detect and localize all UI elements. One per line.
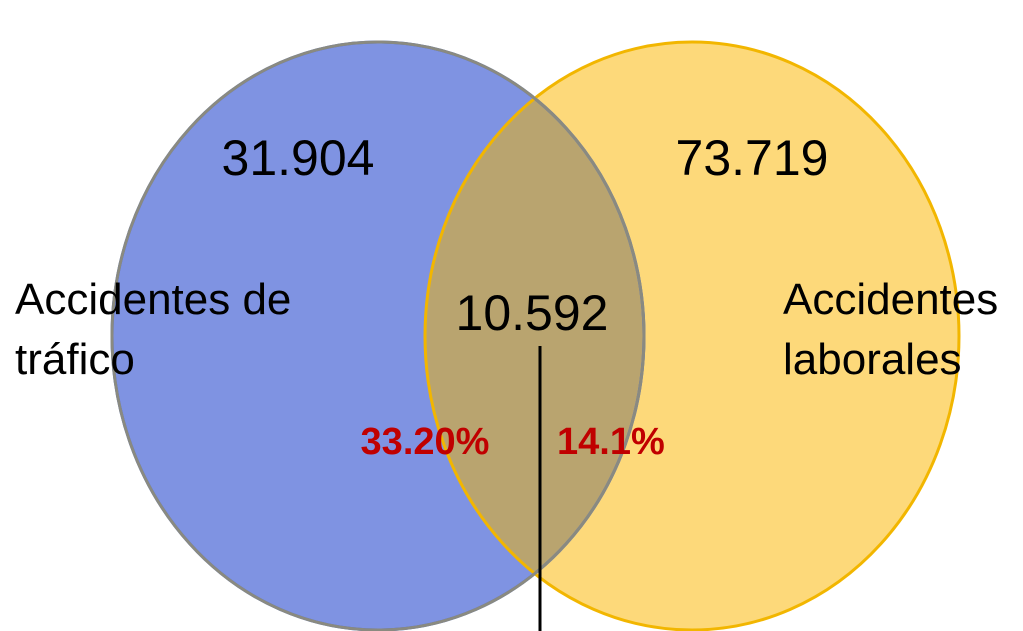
intersection-count: 10.592 [456,285,609,341]
traffic-count: 31.904 [222,130,375,186]
work-label: Accidentes [783,275,998,324]
work-label: laborales [783,335,962,384]
set-traffic-inner-outline [110,40,646,631]
work-count: 73.719 [676,130,829,186]
traffic-label: tráfico [15,335,135,384]
work-overlap-share: 14.1% [557,421,665,463]
intersection [425,42,644,630]
traffic-overlap-share: 33.20% [361,421,490,463]
set-work-outline [423,40,961,631]
traffic-label: Accidentes de [15,275,291,324]
